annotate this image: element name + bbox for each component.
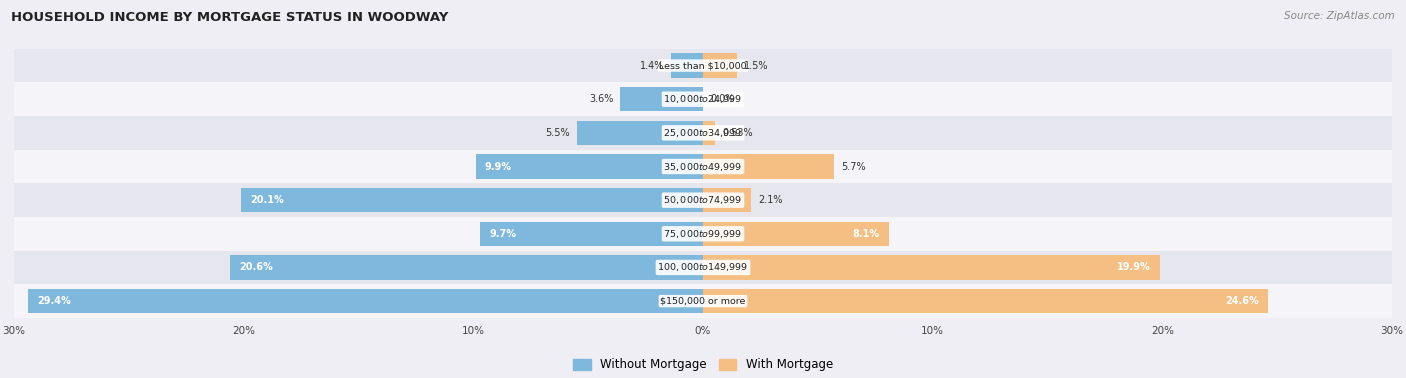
Text: 20.1%: 20.1% [250,195,284,205]
Bar [14,284,1392,318]
Text: 29.4%: 29.4% [37,296,70,306]
Text: 1.4%: 1.4% [640,60,664,71]
Text: 8.1%: 8.1% [852,229,880,239]
Bar [481,222,703,246]
Bar [620,87,703,111]
Bar [703,256,1160,280]
Bar [703,53,738,77]
Text: Source: ZipAtlas.com: Source: ZipAtlas.com [1284,11,1395,21]
Bar [14,150,1392,183]
Bar [703,154,834,179]
Legend: Without Mortgage, With Mortgage: Without Mortgage, With Mortgage [568,354,838,376]
Text: 20.6%: 20.6% [239,262,273,273]
Bar [671,53,703,77]
Bar [14,183,1392,217]
Text: 3.6%: 3.6% [589,94,613,104]
Bar [14,82,1392,116]
Text: 5.7%: 5.7% [841,161,866,172]
Text: $50,000 to $74,999: $50,000 to $74,999 [664,194,742,206]
Bar [14,251,1392,284]
Text: 2.1%: 2.1% [758,195,783,205]
Bar [14,217,1392,251]
Text: 19.9%: 19.9% [1116,262,1152,273]
Text: 0.53%: 0.53% [723,128,752,138]
Text: Less than $10,000: Less than $10,000 [659,61,747,70]
Text: 5.5%: 5.5% [546,128,569,138]
Bar [28,289,703,313]
Text: HOUSEHOLD INCOME BY MORTGAGE STATUS IN WOODWAY: HOUSEHOLD INCOME BY MORTGAGE STATUS IN W… [11,11,449,24]
Text: $150,000 or more: $150,000 or more [661,297,745,305]
Text: $25,000 to $34,999: $25,000 to $34,999 [664,127,742,139]
Text: 24.6%: 24.6% [1225,296,1258,306]
Text: 9.7%: 9.7% [489,229,516,239]
Bar [475,154,703,179]
Bar [703,188,751,212]
Bar [703,222,889,246]
Text: $100,000 to $149,999: $100,000 to $149,999 [658,262,748,273]
Bar [231,256,703,280]
Text: 9.9%: 9.9% [485,161,512,172]
Bar [703,121,716,145]
Text: $35,000 to $49,999: $35,000 to $49,999 [664,161,742,172]
Bar [242,188,703,212]
Text: 1.5%: 1.5% [744,60,769,71]
Text: $10,000 to $24,999: $10,000 to $24,999 [664,93,742,105]
Bar [14,49,1392,82]
Text: $75,000 to $99,999: $75,000 to $99,999 [664,228,742,240]
Bar [14,116,1392,150]
Bar [703,289,1268,313]
Text: 0.0%: 0.0% [710,94,734,104]
Bar [576,121,703,145]
